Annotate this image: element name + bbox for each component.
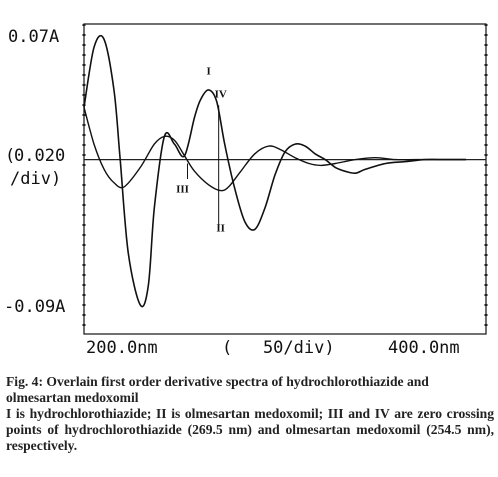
x-mid-label: ( 50/div) <box>222 338 335 358</box>
figure-caption: Fig. 4: Overlain first order derivative … <box>6 374 494 454</box>
y-mid-label-line2: /div) <box>10 169 61 189</box>
y-top-label: 0.07A <box>8 27 59 47</box>
annotation-iii: III <box>176 184 189 196</box>
plot-frame <box>83 23 487 335</box>
series-1-line <box>83 34 466 308</box>
caption-title: Fig. 4: Overlain first order derivative … <box>6 374 429 405</box>
y-mid-label-line1: 0.020 <box>14 146 65 166</box>
series-2-line <box>83 107 466 192</box>
y-bottom-label: -0.09A <box>4 297 65 317</box>
x-right-label: 400.0nm <box>388 338 460 358</box>
annotation-ii: II <box>216 222 225 234</box>
y-mid-paren: ( <box>5 146 15 166</box>
annotation-iv: IV <box>215 89 227 101</box>
annotation-i: I <box>206 65 210 77</box>
caption-body: I is hydrochlorothiazide; II is olmesart… <box>6 406 494 453</box>
spectra-chart: I IV III II 0.07A 0.020 /div) -0.09A ( 2… <box>4 23 488 358</box>
x-left-label: 200.0nm <box>86 338 158 358</box>
